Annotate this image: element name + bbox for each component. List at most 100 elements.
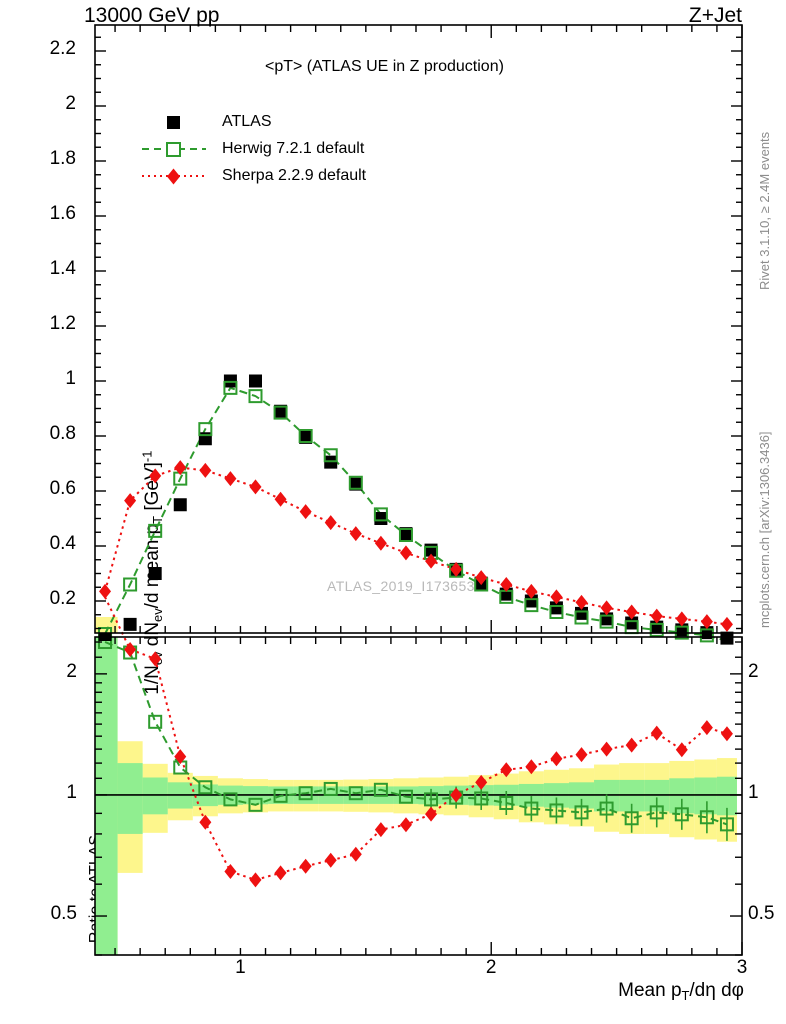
ratio-marker-sherpa	[199, 814, 212, 830]
main-marker-atlas	[274, 404, 288, 418]
ratio-marker-sherpa	[149, 651, 162, 667]
main-marker-sherpa	[299, 504, 312, 520]
ratio-marker-herwig	[273, 788, 288, 803]
analysis-watermark: ATLAS_2019_I1736531	[327, 578, 484, 594]
main-marker-atlas	[524, 594, 538, 608]
main-marker-atlas	[399, 527, 413, 541]
x-axis-tick-label: 2	[485, 957, 497, 978]
ratio-marker-herwig	[148, 714, 163, 729]
main-marker-sherpa	[249, 479, 262, 495]
legend-item-sherpa[interactable]: Sherpa 2.2.9 default	[140, 162, 366, 189]
main-marker-atlas	[720, 631, 734, 645]
main-marker-sherpa	[199, 462, 212, 478]
ratio-marker-sherpa	[700, 720, 713, 736]
legend-label-sherpa: Sherpa 2.2.9 default	[222, 166, 367, 184]
ratio-marker-sherpa	[274, 865, 287, 881]
main-marker-herwig	[298, 429, 313, 443]
ratio-marker-sherpa	[399, 817, 412, 833]
main-marker-herwig	[649, 622, 664, 637]
main-marker-herwig	[273, 405, 288, 420]
main-marker-sherpa	[324, 515, 337, 531]
legend-item-atlas[interactable]: ATLAS	[140, 108, 366, 135]
main-marker-sherpa	[625, 604, 638, 620]
ratio-marker-herwig	[348, 786, 363, 801]
ratio-uncertainty-band-inner	[95, 637, 737, 955]
main-marker-herwig	[248, 389, 263, 404]
ratio-marker-sherpa	[349, 846, 362, 862]
main-marker-atlas	[374, 512, 388, 525]
y-axis-tick-label: 2	[65, 93, 76, 114]
legend-key-sherpa	[140, 166, 210, 186]
ratio-marker-herwig	[298, 786, 313, 801]
main-marker-herwig	[599, 614, 614, 629]
y-axis-tick-label: 2.2	[49, 38, 76, 59]
main-marker-atlas	[349, 477, 363, 491]
main-marker-herwig	[549, 605, 564, 619]
main-marker-atlas	[575, 606, 589, 620]
main-marker-sherpa	[475, 570, 488, 586]
main-marker-herwig	[524, 598, 539, 613]
ratio-marker-sherpa	[425, 806, 438, 822]
main-marker-herwig	[398, 528, 413, 542]
y-axis-tick-label: 1.6	[49, 203, 76, 224]
ratio-marker-herwig	[499, 795, 514, 810]
y-axis-tick-label: 1.4	[49, 258, 76, 279]
ratio-marker-sherpa	[249, 872, 262, 888]
ratio-marker-sherpa	[299, 858, 312, 874]
x-axis-title: Mean pT/dη dφ	[618, 980, 744, 1003]
main-marker-sherpa	[450, 561, 463, 577]
y-axis-tick-label: 1.2	[49, 313, 76, 334]
ratio-marker-herwig	[649, 805, 664, 820]
main-marker-herwig	[123, 577, 138, 592]
ratio-marker-sherpa	[575, 747, 588, 763]
x-axis-tick-label: 1	[235, 957, 246, 978]
ratio-marker-herwig	[719, 817, 734, 832]
main-marker-herwig	[574, 610, 589, 625]
ratio-marker-sherpa	[475, 774, 488, 790]
main-marker-sherpa	[149, 468, 162, 484]
beam-energy-label: 13000 GeV pp	[84, 4, 220, 27]
main-marker-atlas	[549, 601, 563, 615]
ratio-marker-herwig	[223, 792, 238, 807]
ratio-marker-sherpa	[600, 741, 613, 757]
y-axis-tick-label: 1.8	[49, 148, 76, 169]
legend: ATLAS Herwig 7.2.1 default Sherpa 2.2.9 …	[140, 108, 366, 189]
legend-label-herwig: Herwig 7.2.1 default	[222, 139, 365, 157]
main-marker-sherpa	[425, 553, 438, 569]
main-line-herwig	[104, 386, 728, 642]
y-axis-tick-label: 0.4	[49, 533, 76, 554]
y-axis-tick-label: 0.6	[49, 478, 76, 499]
main-marker-herwig	[373, 507, 388, 522]
main-marker-sherpa	[720, 616, 733, 632]
ratio-marker-sherpa	[224, 864, 237, 880]
main-marker-sherpa	[99, 583, 112, 599]
ratio-axis-tick-label: 0.5	[50, 903, 77, 925]
main-marker-sherpa	[600, 600, 613, 616]
main-marker-sherpa	[124, 493, 137, 509]
legend-key-atlas	[140, 112, 210, 132]
ratio-marker-sherpa	[525, 759, 538, 775]
main-marker-atlas	[148, 567, 162, 580]
ratio-marker-herwig	[474, 791, 489, 806]
y-axis-tick-label: 1	[65, 368, 76, 389]
legend-item-herwig[interactable]: Herwig 7.2.1 default	[140, 135, 366, 162]
ratio-marker-herwig	[398, 789, 413, 804]
ratio-marker-sherpa	[625, 737, 638, 753]
ratio-marker-sherpa	[675, 742, 688, 758]
ratio-line-herwig	[104, 641, 728, 826]
page-title: <pT> (ATLAS UE in Z production)	[265, 58, 504, 75]
ratio-marker-sherpa	[324, 852, 337, 868]
ratio-marker-sherpa	[500, 762, 513, 778]
ratio-panel-frame	[94, 636, 743, 956]
main-marker-sherpa	[349, 526, 362, 542]
main-marker-sherpa	[525, 583, 538, 599]
main-marker-atlas	[248, 374, 262, 388]
main-marker-herwig	[323, 448, 338, 463]
ratio-line-sherpa	[104, 596, 728, 881]
main-marker-sherpa	[274, 491, 287, 507]
ratio-axis-tick-label-right: 0.5	[748, 903, 775, 925]
ratio-marker-herwig	[373, 782, 388, 797]
main-marker-sherpa	[224, 471, 237, 487]
legend-label-atlas: ATLAS	[222, 112, 272, 130]
